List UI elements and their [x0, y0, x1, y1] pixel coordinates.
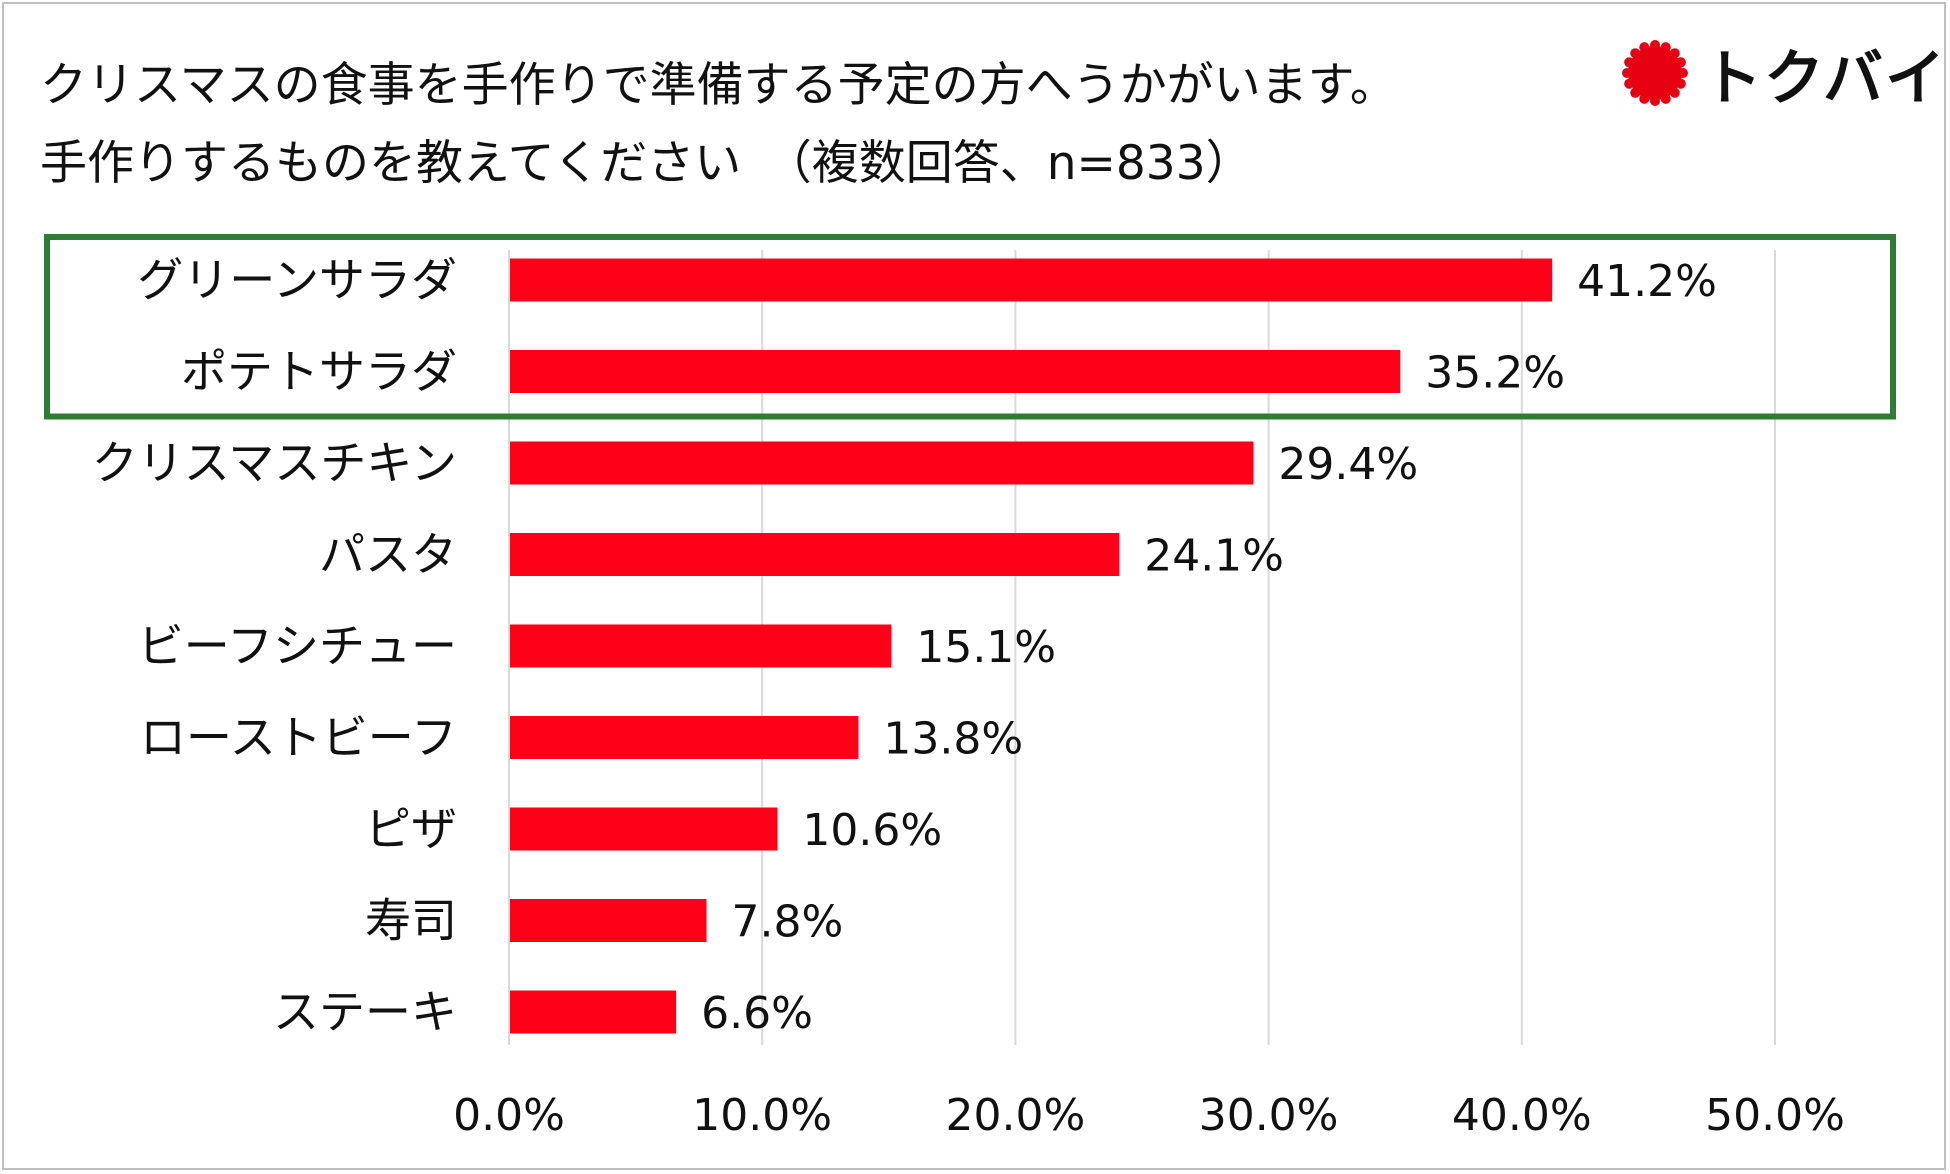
value-label-4: 15.1% [916, 622, 1056, 673]
x-tick-label-50: 50.0% [1705, 1090, 1845, 1141]
x-tick-label-20: 20.0% [946, 1090, 1086, 1141]
x-tick-label-10: 10.0% [692, 1090, 832, 1141]
sun-logo-icon [1622, 40, 1688, 106]
value-label-8: 6.6% [701, 988, 813, 1039]
brand-name: トクバイ [1702, 43, 1947, 114]
value-label-6: 10.6% [802, 805, 942, 856]
category-label-6: ピザ [365, 802, 457, 856]
value-label-7: 7.8% [731, 897, 843, 948]
bar-4 [510, 624, 892, 668]
x-tick-label-40: 40.0% [1452, 1090, 1592, 1141]
value-label-5: 13.8% [883, 714, 1023, 765]
value-label-1: 35.2% [1425, 348, 1565, 399]
bar-2 [510, 441, 1254, 485]
highlight-box [44, 234, 1896, 420]
category-label-0: グリーンサラダ [137, 253, 457, 307]
x-tick-label-0: 0.0% [453, 1090, 565, 1141]
bar-5 [510, 716, 859, 759]
category-label-5: ローストビーフ [140, 711, 457, 765]
bar-1 [510, 350, 1401, 393]
category-label-1: ポテトサラダ [181, 345, 457, 399]
bar-6 [510, 807, 778, 851]
bar-7 [510, 899, 707, 942]
x-tick-label-30: 30.0% [1199, 1090, 1339, 1141]
chart-title-line2: 手作りするものを教えてください （複数回答、n=833） [40, 136, 1253, 191]
value-label-3: 24.1% [1144, 531, 1284, 582]
category-label-3: パスタ [319, 528, 457, 582]
bar-3 [510, 533, 1120, 576]
category-label-2: クリスマスチキン [92, 436, 457, 490]
chart-title-line1: クリスマスの食事を手作りで準備する予定の方へうかがいます。 [40, 58, 1397, 113]
category-label-4: ビーフシチュー [138, 619, 457, 673]
value-label-0: 41.2% [1577, 256, 1717, 307]
category-label-7: 寿司 [365, 894, 457, 948]
bar-0 [510, 258, 1553, 302]
brand-logo: トクバイ [1620, 38, 1947, 114]
value-label-2: 29.4% [1278, 439, 1418, 490]
category-label-8: ステーキ [273, 985, 457, 1039]
bar-8 [510, 990, 677, 1034]
